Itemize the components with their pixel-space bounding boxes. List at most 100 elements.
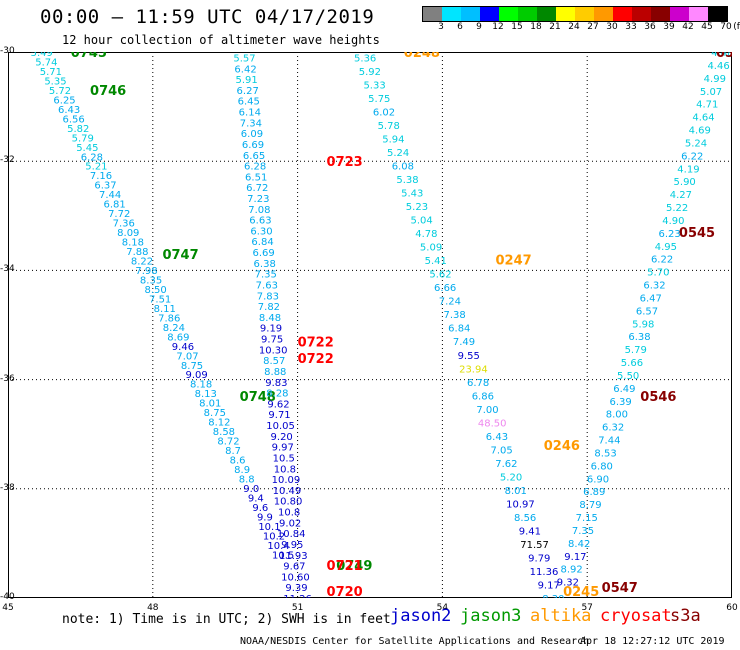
- wave-height-value: 10.60: [281, 572, 310, 583]
- wave-height-value: 5.33: [363, 80, 385, 91]
- wave-height-value: 5.70: [647, 268, 669, 279]
- wave-height-value: 5.24: [685, 138, 707, 149]
- wave-height-value: 6.69: [252, 248, 274, 259]
- wave-height-value: 7.62: [495, 459, 517, 470]
- wave-height-value: 5.45: [76, 143, 98, 154]
- wave-height-value: 11.93: [279, 551, 308, 562]
- wave-height-value: 6.63: [249, 216, 271, 227]
- wave-height-value: 8.79: [579, 500, 601, 511]
- wave-height-value: 6.78: [467, 378, 489, 389]
- wave-height-value: 5.41: [425, 256, 447, 267]
- wave-height-value: 10.5: [272, 550, 294, 561]
- color-scale-label: 27: [587, 22, 599, 32]
- wave-height-value: 9.17: [564, 552, 586, 563]
- color-scale-swatch: [499, 7, 518, 21]
- wave-height-value: 23.94: [459, 364, 488, 375]
- wave-height-value: 5.04: [411, 216, 433, 227]
- wave-height-value: 7.34: [240, 118, 262, 129]
- wave-height-value: 6.56: [63, 114, 85, 125]
- wave-height-value: 6.30: [250, 226, 272, 237]
- wave-height-value: 6.14: [239, 108, 261, 119]
- wave-height-value: 7.63: [256, 280, 278, 291]
- color-scale-swatch: [651, 7, 670, 21]
- wave-height-value: 7.08: [248, 205, 270, 216]
- pass-time-label: 0720: [327, 585, 363, 598]
- wave-height-value: 9.32: [557, 578, 579, 589]
- wave-height-value: 4.90: [662, 216, 684, 227]
- wave-height-value: 9.17: [538, 580, 560, 591]
- wave-height-value: 10.97: [506, 499, 535, 510]
- wave-height-value: 5.36: [354, 53, 376, 64]
- wave-height-value: 6.57: [636, 306, 658, 317]
- wave-height-value: 5.71: [40, 67, 62, 78]
- wave-height-value: 5.92: [359, 67, 381, 78]
- wave-height-value: 6.32: [602, 423, 624, 434]
- wave-height-plot: 5.495.745.715.355.726.256.436.565.825.79…: [8, 52, 732, 598]
- longitude-label: 45: [2, 603, 14, 613]
- wave-height-value: 6.66: [434, 283, 456, 294]
- wave-height-value: 6.43: [486, 432, 508, 443]
- pass-time-label: 0748: [240, 390, 276, 405]
- color-scale-swatch: [613, 7, 632, 21]
- wave-height-value: 5.78: [378, 121, 400, 132]
- wave-height-value: 5.38: [396, 175, 418, 186]
- wave-height-value: 10.09: [272, 475, 301, 486]
- pass-time-label: 0745: [71, 52, 107, 61]
- wave-height-value: 7.44: [598, 436, 620, 447]
- wave-height-value: 6.84: [448, 324, 470, 335]
- wave-height-value: 10.49: [273, 486, 302, 497]
- pass-time-label: 0245: [563, 585, 599, 598]
- wave-height-value: 9.20: [271, 432, 293, 443]
- wave-height-value: 8.50: [144, 285, 166, 296]
- color-scale-label: 30: [606, 22, 618, 32]
- wave-height-value: 7.72: [108, 209, 130, 220]
- wave-height-value: 9.97: [272, 443, 294, 454]
- latitude-label: -34: [0, 264, 15, 275]
- color-scale-label: 42: [682, 22, 694, 32]
- wave-height-value: 9.4: [248, 493, 264, 504]
- color-scale-label: 24: [568, 22, 580, 32]
- wave-height-value: 7.98: [135, 266, 157, 277]
- wave-height-value: 10.05: [266, 421, 295, 432]
- pass-time-label: 05: [716, 52, 732, 61]
- wave-height-value: 6.42: [234, 64, 256, 75]
- pass-time-label: 0545: [679, 226, 715, 241]
- wave-height-value: 8.00: [606, 410, 628, 421]
- track-altika-mid: 5.36 5.92 5.33 5.75 6.02 5.78 5.94 5.24 6.08 5.38…: [354, 52, 599, 598]
- color-scale-swatch: [442, 7, 461, 21]
- legend-cryosat: cryosat: [600, 606, 672, 626]
- wave-height-value: 6.47: [640, 293, 662, 304]
- wave-height-value: 7.35: [255, 270, 277, 281]
- wave-height-value: 6.28: [244, 162, 266, 173]
- wave-height-value: 6.27: [237, 86, 259, 97]
- legend-s3a: s3a: [670, 606, 701, 626]
- wave-height-value: 6.23: [658, 229, 680, 240]
- color-scale-label: 3: [438, 22, 444, 32]
- wave-height-value: 8.35: [140, 275, 162, 286]
- wave-height-value: 5.72: [49, 86, 71, 97]
- wave-height-value: 8.92: [561, 565, 583, 576]
- wave-height-value: 5.82: [67, 124, 89, 135]
- wave-height-value: 10.80: [274, 497, 303, 508]
- wave-height-value: 8.22: [131, 257, 153, 268]
- longitude-label: 57: [581, 603, 593, 613]
- wave-height-value: 5.24: [387, 148, 409, 159]
- wave-height-value: 7.07: [176, 351, 198, 362]
- wave-height-value: 10.30: [259, 345, 288, 356]
- color-scale-swatch: [632, 7, 651, 21]
- wave-height-value: 5.66: [621, 358, 643, 369]
- wave-height-value: 8.57: [263, 356, 285, 367]
- wave-height-value: 10.2: [263, 531, 285, 542]
- wave-height-value: 8.56: [514, 513, 536, 524]
- wave-height-value: 7.51: [149, 294, 171, 305]
- wave-height-value: 6.09: [241, 129, 263, 140]
- pass-time-label: 0247: [495, 253, 531, 268]
- pass-time-label: 0246: [544, 439, 580, 454]
- wave-height-value: 6.32: [643, 281, 665, 292]
- wave-height-value: 8.8: [239, 474, 255, 485]
- wave-height-value: 10.84: [277, 529, 306, 540]
- wave-height-value: 6.90: [587, 474, 609, 485]
- wave-height-value: 7.49: [453, 337, 475, 348]
- wave-height-value: 9.02: [279, 518, 301, 529]
- wave-height-value: 8.09: [117, 228, 139, 239]
